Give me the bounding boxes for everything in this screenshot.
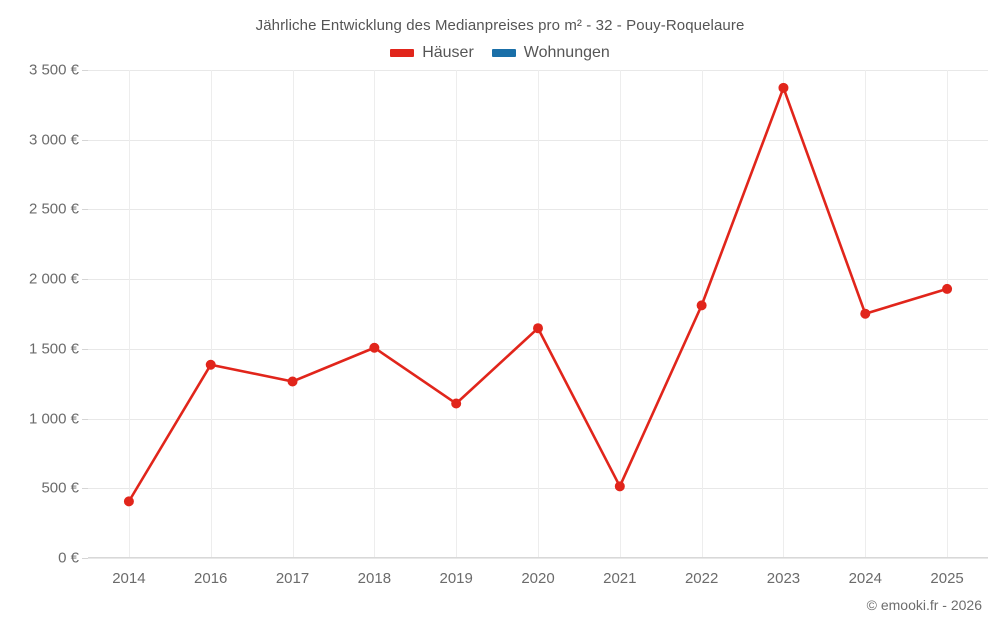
chart-legend: Häuser Wohnungen [0, 44, 1000, 62]
y-axis-tick-label: 2 000 € [28, 270, 79, 288]
gridline-vertical [374, 70, 376, 558]
data-point[interactable] [287, 376, 298, 387]
x-axis-tick-label: 2025 [930, 570, 964, 587]
gridline-vertical [783, 70, 785, 558]
x-axis-line [88, 557, 988, 558]
data-point[interactable] [860, 308, 871, 319]
x-axis-tick-label: 2022 [684, 570, 719, 587]
y-axis-tick-label: 3 500 € [28, 61, 79, 79]
data-point[interactable] [614, 481, 625, 492]
gridline-vertical [210, 70, 212, 558]
data-point[interactable] [942, 283, 953, 294]
series-line-häuser [127, 86, 949, 503]
y-axis-tick-mark [82, 558, 88, 559]
gridline-vertical [701, 70, 703, 558]
x-axis-tick-label: 2023 [766, 570, 801, 587]
y-axis-tick-mark [82, 70, 88, 71]
data-point[interactable] [451, 398, 462, 409]
data-point[interactable] [696, 300, 707, 311]
legend-item-wohnungen[interactable]: Wohnungen [491, 44, 610, 62]
y-axis-tick-label: 1 500 € [28, 340, 79, 358]
legend-swatch-hauser [390, 49, 415, 57]
x-axis-tick-label: 2019 [439, 570, 473, 587]
y-axis-tick-label: 3 000 € [28, 131, 79, 149]
gridline-vertical [538, 70, 539, 558]
y-axis-tick-label: 1 000 € [28, 410, 79, 428]
gridline-vertical [619, 70, 621, 558]
footer-credit: © emooki.fr - 2026 [866, 597, 982, 613]
y-axis-tick-mark [82, 209, 88, 211]
gridline-vertical [456, 70, 458, 558]
x-axis-tick-label: 2014 [112, 570, 146, 587]
x-axis-tick-label: 2024 [848, 570, 882, 587]
data-point[interactable] [778, 82, 789, 93]
legend-label-hauser: Häuser [422, 44, 474, 61]
y-axis-tick-label: 0 € [58, 549, 79, 567]
x-axis-tick-label: 2016 [194, 570, 228, 587]
x-axis-tick-label: 2017 [275, 570, 310, 587]
x-axis-tick-label: 2018 [357, 570, 392, 587]
gridline-horizontal [88, 558, 988, 559]
y-axis-tick-mark [82, 418, 88, 420]
legend-swatch-wohnungen [491, 49, 516, 57]
y-axis-tick-mark [82, 139, 88, 141]
y-axis-tick-label: 2 500 € [28, 200, 79, 218]
chart-title: Jährliche Entwicklung des Medianpreises … [255, 17, 745, 34]
y-axis-tick-mark [82, 279, 88, 281]
y-axis-tick-mark [82, 488, 88, 490]
x-axis-tick-label: 2021 [603, 570, 637, 587]
gridline-vertical [947, 70, 949, 558]
data-point[interactable] [205, 359, 216, 370]
legend-item-hauser[interactable]: Häuser [390, 44, 474, 62]
legend-label-wohnungen: Wohnungen [523, 44, 610, 61]
data-point[interactable] [369, 342, 380, 353]
y-axis-tick-label: 500 € [41, 479, 79, 497]
gridline-vertical [128, 70, 130, 558]
series-layer [123, 82, 953, 507]
plot-area [88, 70, 988, 559]
data-point[interactable] [123, 496, 134, 507]
x-axis-tick-label: 2020 [521, 570, 555, 587]
y-axis-tick-mark [82, 348, 88, 350]
gridline-vertical [292, 70, 294, 558]
data-point[interactable] [533, 323, 543, 334]
